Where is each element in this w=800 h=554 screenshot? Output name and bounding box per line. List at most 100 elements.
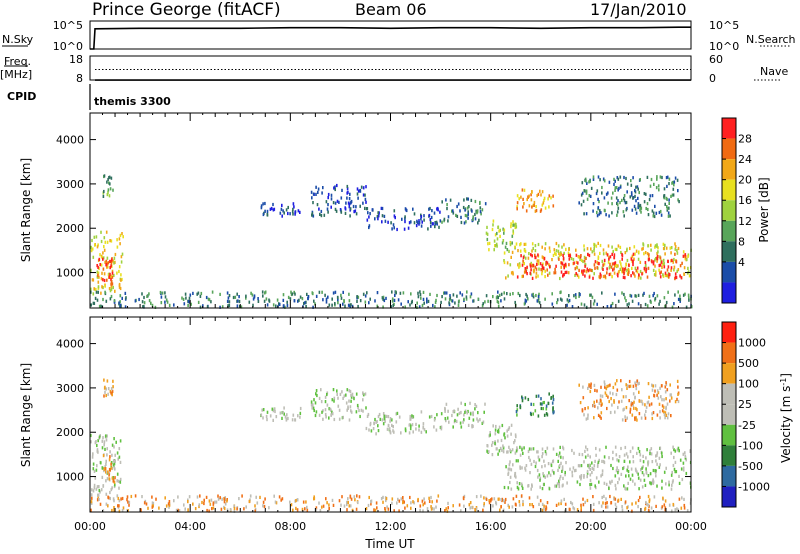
data-cell xyxy=(423,497,425,501)
data-cell xyxy=(539,189,541,193)
data-cell xyxy=(110,264,112,268)
data-cell xyxy=(615,392,618,397)
data-cell xyxy=(633,257,635,261)
data-cell xyxy=(585,445,587,449)
data-cell xyxy=(383,414,386,418)
data-cell xyxy=(420,217,422,221)
data-cell xyxy=(99,253,101,257)
data-cell xyxy=(562,273,565,277)
data-cell xyxy=(535,209,538,213)
data-cell xyxy=(499,446,502,450)
data-cell xyxy=(583,244,585,248)
data-cell xyxy=(593,249,595,253)
data-cell xyxy=(409,414,412,419)
data-cell xyxy=(562,456,564,460)
data-cell xyxy=(443,217,446,221)
data-cell xyxy=(537,192,540,196)
data-cell xyxy=(674,508,677,512)
data-cell xyxy=(440,425,443,429)
data-cell xyxy=(118,499,121,503)
data-cell xyxy=(601,472,604,477)
data-cell xyxy=(325,300,328,304)
data-cell xyxy=(430,414,433,419)
data-cell xyxy=(668,177,671,181)
data-cell xyxy=(590,247,592,251)
data-cell xyxy=(362,201,364,205)
data-cell xyxy=(623,175,625,180)
data-cell xyxy=(534,256,536,260)
data-cell xyxy=(638,273,640,277)
data-cell xyxy=(530,402,532,406)
data-cell xyxy=(516,207,518,211)
data-cell xyxy=(214,500,216,504)
data-cell xyxy=(118,486,120,490)
data-cell xyxy=(490,499,492,503)
data-cell xyxy=(685,305,688,309)
data-cell xyxy=(299,295,302,299)
data-cell xyxy=(456,214,459,218)
data-cell xyxy=(469,401,471,405)
data-cell xyxy=(526,265,528,269)
data-cell xyxy=(197,300,200,304)
data-cell xyxy=(408,431,411,435)
data-cell xyxy=(613,177,615,181)
data-cell xyxy=(392,425,394,429)
data-cell xyxy=(382,500,384,504)
data-cell xyxy=(340,196,343,200)
data-cell xyxy=(657,396,660,400)
data-cell xyxy=(632,455,634,459)
data-cell xyxy=(257,299,260,303)
data-cell xyxy=(187,500,189,504)
data-cell xyxy=(539,485,541,489)
data-cell xyxy=(682,250,685,254)
data-cell xyxy=(615,196,618,200)
time-tick-label: 04:00 xyxy=(174,520,206,533)
data-cell xyxy=(456,204,458,209)
data-cell xyxy=(593,246,595,250)
colorbar-segment xyxy=(722,261,736,283)
data-cell xyxy=(343,504,346,508)
data-cell xyxy=(289,297,292,301)
time-tick-label: 08:00 xyxy=(274,520,306,533)
data-cell xyxy=(650,402,653,406)
data-cell xyxy=(117,479,120,483)
data-cell xyxy=(596,189,599,193)
data-cell xyxy=(682,466,685,470)
data-cell xyxy=(663,187,666,191)
data-cell xyxy=(422,297,425,301)
data-cell xyxy=(103,467,106,471)
data-cell xyxy=(618,477,620,481)
data-cell xyxy=(408,221,411,225)
data-cell xyxy=(477,221,479,225)
data-cell xyxy=(517,459,519,463)
noise-panel-frame xyxy=(89,20,692,50)
beam-label: Beam 06 xyxy=(355,0,427,19)
data-cell xyxy=(109,289,112,293)
data-cell xyxy=(188,296,191,300)
data-cell xyxy=(591,470,593,475)
data-cell xyxy=(619,245,622,249)
data-cell xyxy=(556,298,559,302)
data-cell xyxy=(527,397,530,402)
data-cell xyxy=(575,272,577,276)
data-cell xyxy=(537,455,540,459)
data-cell xyxy=(665,382,668,386)
data-cell xyxy=(662,246,665,251)
data-cell xyxy=(626,303,629,307)
data-cell xyxy=(577,275,580,279)
data-cell xyxy=(638,381,640,385)
data-cell xyxy=(576,508,579,512)
data-cell xyxy=(584,274,586,278)
data-cell xyxy=(580,464,583,468)
data-cell xyxy=(565,461,567,465)
data-cell xyxy=(452,293,455,297)
data-cell xyxy=(666,175,669,179)
data-cell xyxy=(500,299,502,303)
data-cell xyxy=(660,213,663,217)
data-cell xyxy=(357,500,359,505)
data-cell xyxy=(254,509,256,513)
data-cell xyxy=(369,297,371,301)
data-cell xyxy=(656,259,658,263)
data-cell xyxy=(491,227,494,232)
data-cell xyxy=(467,197,469,201)
